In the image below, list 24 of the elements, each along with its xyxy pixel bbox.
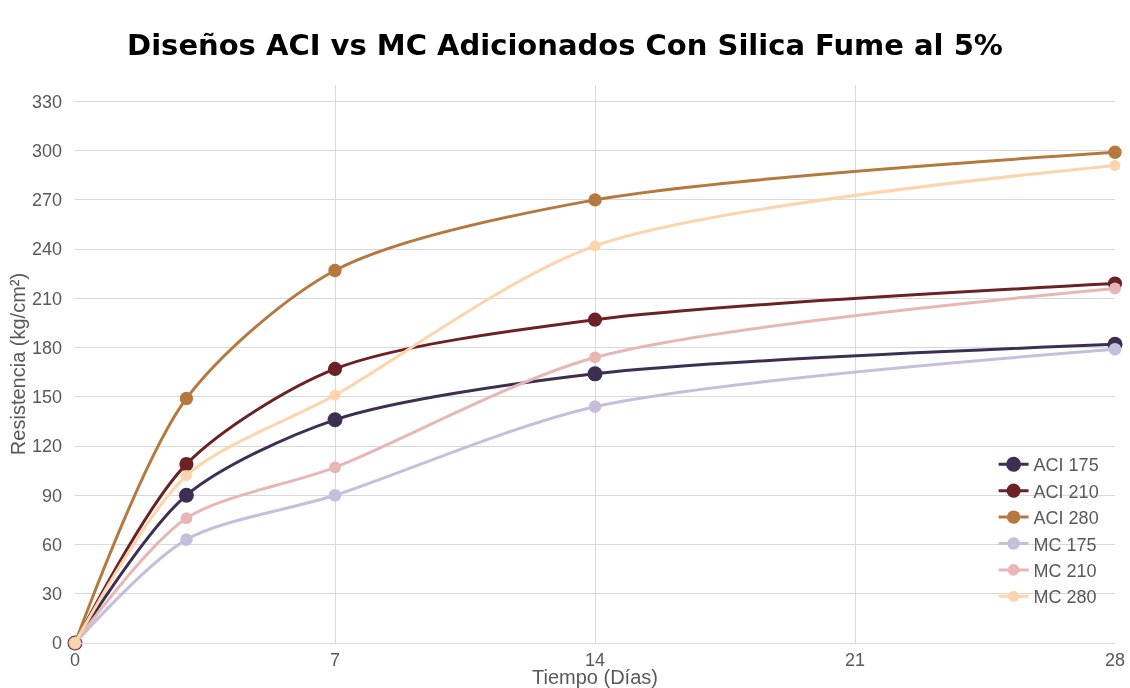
y-tick-label: 210 xyxy=(31,288,62,309)
x-tick-label: 7 xyxy=(329,649,341,670)
y-tick-label: 120 xyxy=(31,436,62,457)
y-tick-label: 0 xyxy=(51,633,62,654)
legend-label: ACI 175 xyxy=(1033,455,1099,476)
legend-label: MC 210 xyxy=(1033,560,1097,581)
legend-label: MC 175 xyxy=(1033,534,1097,555)
legend-label: MC 280 xyxy=(1033,587,1097,608)
y-tick-label: 90 xyxy=(41,485,62,506)
y-tick-label: 180 xyxy=(31,337,62,358)
legend-label: ACI 210 xyxy=(1033,481,1099,502)
chart-title: Diseños ACI vs MC Adicionados Con Silica Fume al 5% xyxy=(127,27,1003,62)
x-tick-label: 0 xyxy=(69,649,81,670)
y-tick-label: 270 xyxy=(31,190,62,211)
y-tick-label: 300 xyxy=(31,140,62,161)
y-tick-label: 240 xyxy=(31,239,62,260)
y-tick-label: 150 xyxy=(31,387,62,408)
y-axis-title: Resistencia (kg/cm²) xyxy=(7,272,29,456)
x-tick-label: 28 xyxy=(1104,649,1126,670)
x-tick-label: 21 xyxy=(844,649,866,670)
y-tick-label: 30 xyxy=(41,584,62,605)
y-tick-label: 60 xyxy=(41,534,62,555)
legend-label: ACI 280 xyxy=(1033,508,1099,529)
y-tick-label: 330 xyxy=(31,91,62,112)
